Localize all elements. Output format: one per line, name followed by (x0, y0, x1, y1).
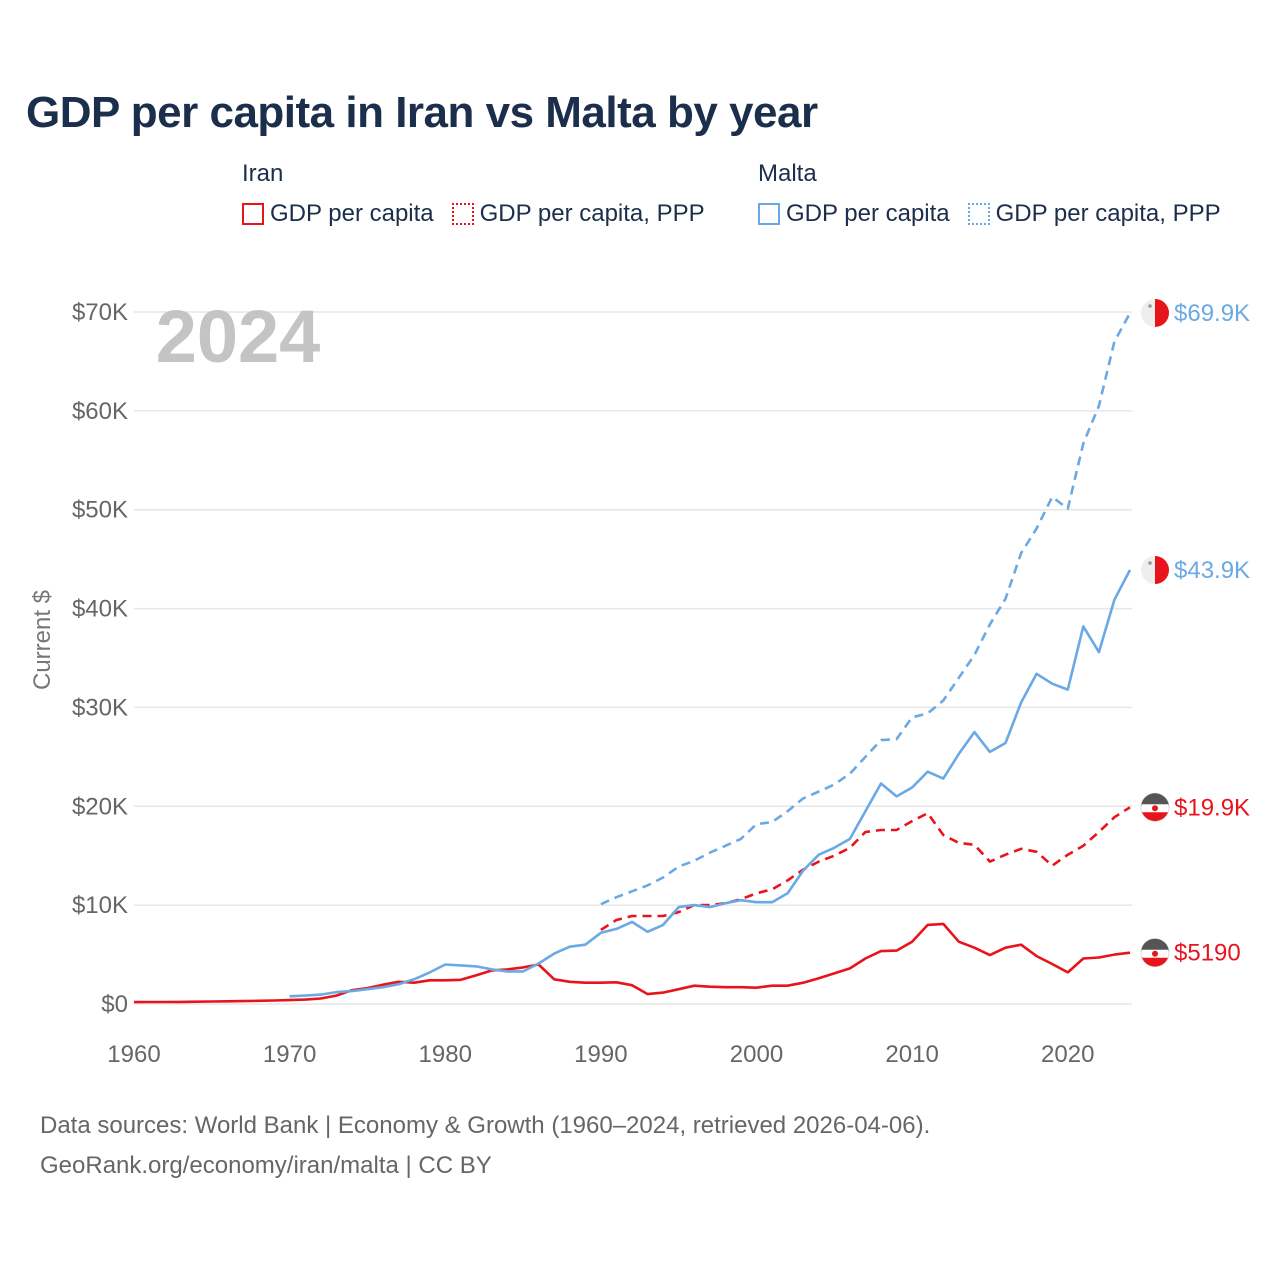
series-lines (133, 312, 1132, 1004)
iran-flag-bottom-band (1142, 812, 1168, 822)
x-tick-label: 1980 (419, 1041, 472, 1068)
malta-cross-icon (1148, 304, 1152, 308)
end-value-label: $19.9K (1174, 794, 1250, 821)
legend-item-iran-gdp[interactable]: GDP per capita (242, 200, 434, 228)
y-tick-label: $20K (72, 793, 128, 820)
end-marker-iran (1140, 938, 1170, 968)
end-value-label: $5190 (1174, 940, 1241, 967)
y-tick-label: $50K (72, 497, 128, 524)
legend-group-label: Malta (758, 160, 817, 187)
y-tick-label: $60K (72, 398, 128, 425)
end-labels: $5190 $19.9K $43.9K $69.9K (1140, 298, 1250, 968)
footer-sources: Data sources: World Bank | Economy & Gro… (40, 1112, 931, 1139)
year-watermark: 2024 (156, 295, 321, 378)
legend-item-label: GDP per capita (786, 200, 950, 227)
x-tick-label: 2020 (1041, 1041, 1094, 1068)
malta-cross-icon (1148, 561, 1152, 565)
y-tick-label: $10K (72, 892, 128, 919)
iran-flag-bottom-band (1142, 957, 1168, 967)
series-line-iran-gdp-per-capita[interactable] (133, 922, 1131, 1004)
y-tick-label: $40K (72, 596, 128, 623)
legend-item-label: GDP per capita, PPP (479, 200, 705, 227)
legend-item-label: GDP per capita (270, 200, 434, 227)
source-footer: Data sources: World Bank | Economy & Gro… (40, 1106, 930, 1186)
end-value-label: $43.9K (1174, 557, 1250, 584)
malta-flag-red-half (1155, 298, 1169, 327)
x-tick-label: 1960 (107, 1041, 160, 1068)
x-tick-labels: 1960 1970 1980 1990 2000 2010 2020 (107, 1041, 1094, 1068)
iran-flag-top-band (1141, 938, 1169, 953)
series-line-malta-gdp-per-capita[interactable] (289, 569, 1132, 998)
series-line-malta-gdp-per-capita-ppp[interactable] (600, 312, 1132, 906)
y-axis-label: Current $ (29, 590, 56, 690)
legend-swatch-solid (242, 203, 264, 225)
legend-item-malta-gdp-ppp[interactable]: GDP per capita, PPP (967, 200, 1221, 228)
legend-item-label: GDP per capita, PPP (995, 200, 1221, 227)
chart-title: GDP per capita in Iran vs Malta by year (26, 88, 818, 137)
x-tick-label: 2010 (885, 1041, 938, 1068)
iran-emblem-icon (1152, 950, 1158, 957)
iran-flag-top-band (1141, 793, 1169, 808)
end-marker-malta (1141, 298, 1169, 327)
y-tick-labels: $0 $10K $20K $30K $40K $50K $60K $70K (72, 299, 128, 1018)
end-marker-malta (1141, 556, 1169, 585)
legend-swatch-dotted (451, 203, 474, 225)
iran-emblem-icon (1152, 805, 1158, 812)
legend-group-iran: Iran GDP per capita GDP per capita, PPP (242, 160, 705, 228)
x-tick-label: 1990 (574, 1041, 627, 1068)
legend-item-malta-gdp[interactable]: GDP per capita (758, 200, 950, 228)
end-value-label: $69.9K (1174, 300, 1250, 327)
legend-item-iran-gdp-ppp[interactable]: GDP per capita, PPP (451, 200, 705, 228)
footer-link[interactable]: GeoRank.org/economy/iran/malta | CC BY (40, 1152, 492, 1179)
y-tick-label: $70K (72, 299, 128, 326)
x-tick-label: 2000 (730, 1041, 783, 1068)
legend-swatch-solid (758, 203, 780, 225)
malta-flag-red-half (1155, 556, 1169, 585)
legend-swatch-dotted (967, 203, 990, 225)
series-line-iran-gdp-per-capita-ppp[interactable] (600, 806, 1131, 931)
legend-group-label: Iran (242, 160, 284, 187)
x-tick-label: 1970 (263, 1041, 316, 1068)
y-tick-label: $0 (101, 991, 128, 1018)
end-marker-iran (1140, 792, 1170, 822)
legend-group-malta: Malta GDP per capita GDP per capita, PPP (758, 160, 1221, 228)
y-tick-label: $30K (72, 694, 128, 721)
y-gridlines (134, 311, 1132, 1005)
